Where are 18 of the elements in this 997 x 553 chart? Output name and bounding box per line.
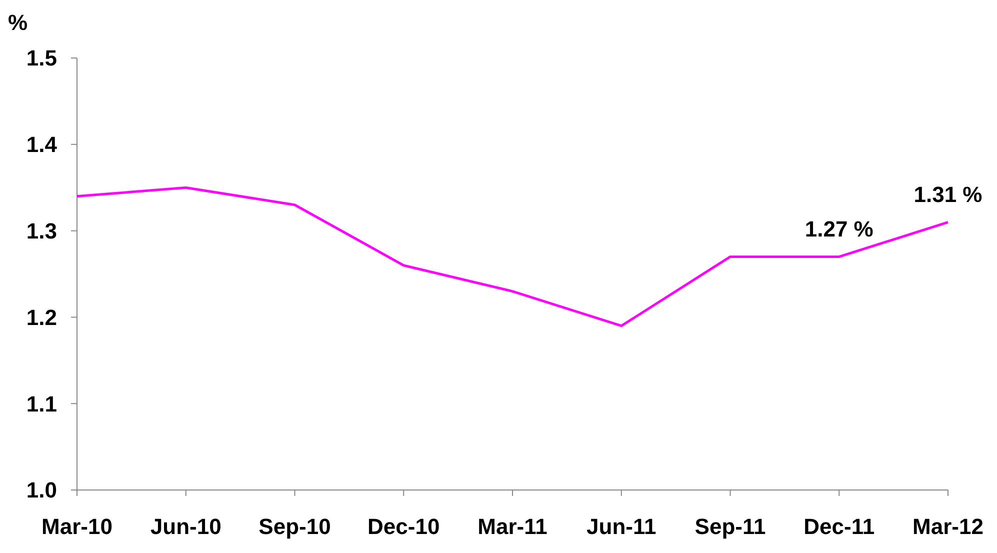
y-tick-label: 1.0 (26, 478, 57, 503)
x-tick-label: Dec-11 (804, 514, 875, 539)
y-tick-label: 1.5 (26, 46, 57, 71)
x-tick-label: Jun-10 (150, 514, 222, 539)
x-tick-label: Sep-10 (258, 514, 331, 539)
y-tick-label: 1.1 (26, 391, 57, 416)
x-tick-label: Dec-10 (368, 514, 440, 539)
annotation: 1.27 % (804, 216, 874, 242)
x-tick-label: Mar-12 (912, 514, 984, 539)
y-tick-label: 1.4 (26, 132, 58, 158)
x-tick-label: Mar-10 (42, 514, 112, 539)
y-axis-title: % (8, 10, 28, 35)
x-tick-label: Mar-11 (478, 514, 548, 539)
y-tick-label: 1.3 (26, 218, 57, 244)
annotation: 1.31 % (914, 182, 982, 208)
x-tick-label: Sep-11 (694, 514, 766, 539)
x-tick-label: Jun-11 (586, 514, 656, 539)
y-tick-label: 1.2 (26, 304, 57, 330)
